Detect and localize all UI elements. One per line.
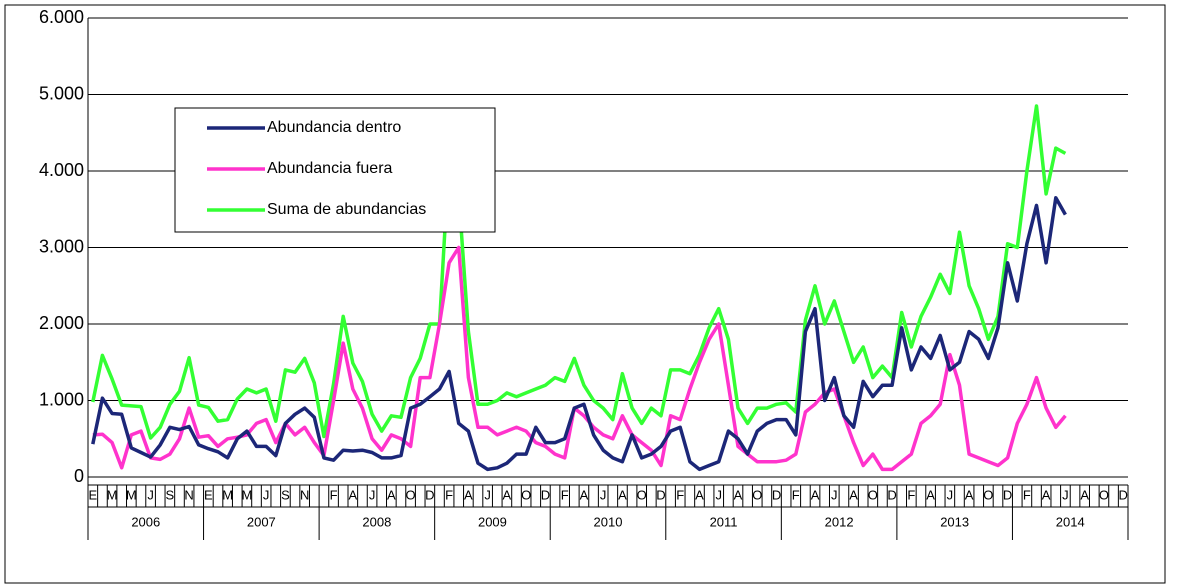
x-tick-label: J — [831, 487, 838, 502]
x-tick-label: F — [676, 487, 684, 502]
year-label: 2007 — [247, 514, 276, 529]
x-tick-label: E — [88, 487, 97, 502]
x-tick-label: M — [107, 487, 118, 502]
x-tick-label: D — [541, 487, 550, 502]
x-tick-label: S — [281, 487, 290, 502]
x-tick-label: J — [715, 487, 722, 502]
x-tick-label: A — [926, 487, 935, 502]
x-tick-label: J — [1062, 487, 1069, 502]
legend-label: Abundancia fuera — [267, 160, 393, 177]
frame — [4, 4, 1166, 584]
x-tick-label: A — [849, 487, 858, 502]
series-line — [92, 245, 1067, 472]
series-line — [91, 196, 1067, 472]
x-tick-label: A — [965, 487, 974, 502]
x-tick-label: O — [752, 487, 762, 502]
year-label: 2011 — [710, 514, 738, 529]
series-line — [91, 104, 1067, 440]
x-tick-label: M — [241, 487, 252, 502]
x-tick-label: A — [348, 487, 357, 502]
x-tick-label: D — [887, 487, 896, 502]
x-tick-label: F — [792, 487, 800, 502]
x-tick-label: J — [263, 487, 270, 502]
x-tick-label: O — [521, 487, 531, 502]
year-label: 2014 — [1056, 514, 1085, 529]
x-tick-label: J — [147, 487, 154, 502]
x-tick-label: M — [222, 487, 233, 502]
x-tick-label: F — [907, 487, 915, 502]
x-tick-label: A — [503, 487, 512, 502]
x-tick-label: A — [695, 487, 704, 502]
y-tick-label: 2.000 — [39, 313, 84, 333]
y-tick-label: 5.000 — [39, 83, 84, 103]
legend-label: Suma de abundancias — [267, 201, 426, 218]
y-tick-label: 6.000 — [39, 7, 84, 27]
x-tick-label: F — [561, 487, 569, 502]
x-tick-label: E — [204, 487, 213, 502]
x-tick-label: D — [1118, 487, 1127, 502]
year-label: 2010 — [594, 514, 623, 529]
legend-label: Abundancia dentro — [267, 119, 401, 136]
x-tick-label: A — [580, 487, 589, 502]
x-tick-label: S — [166, 487, 175, 502]
year-label: 2008 — [362, 514, 391, 529]
x-tick-label: J — [484, 487, 491, 502]
x-tick-label: O — [868, 487, 878, 502]
y-tick-label: 0 — [74, 466, 84, 486]
x-tick-label: F — [1023, 487, 1031, 502]
year-label: 2013 — [940, 514, 969, 529]
x-tick-label: A — [387, 487, 396, 502]
x-tick-label: A — [1080, 487, 1089, 502]
x-tick-label: O — [637, 487, 647, 502]
x-tick-label: J — [600, 487, 607, 502]
x-tick-label: D — [772, 487, 781, 502]
x-tick-label: J — [369, 487, 376, 502]
x-tick-label: A — [1042, 487, 1051, 502]
x-tick-label: N — [300, 487, 309, 502]
x-tick-label: F — [445, 487, 453, 502]
x-tick-label: A — [464, 487, 473, 502]
x-tick-label: J — [947, 487, 954, 502]
x-tick-label: A — [811, 487, 820, 502]
x-tick-label: D — [425, 487, 434, 502]
y-tick-label: 1.000 — [39, 389, 84, 409]
year-label: 2009 — [478, 514, 507, 529]
year-label: 2012 — [825, 514, 854, 529]
year-label: 2006 — [131, 514, 160, 529]
x-tick-label: O — [983, 487, 993, 502]
y-tick-label: 3.000 — [39, 236, 84, 256]
x-tick-label: O — [406, 487, 416, 502]
x-tick-label: D — [1003, 487, 1012, 502]
x-tick-label: N — [184, 487, 193, 502]
y-tick-label: 4.000 — [39, 160, 84, 180]
x-tick-label: M — [126, 487, 137, 502]
x-tick-label: A — [734, 487, 743, 502]
x-tick-label: A — [618, 487, 627, 502]
x-tick-label: O — [1099, 487, 1109, 502]
x-tick-label: D — [656, 487, 665, 502]
x-tick-label: F — [330, 487, 338, 502]
